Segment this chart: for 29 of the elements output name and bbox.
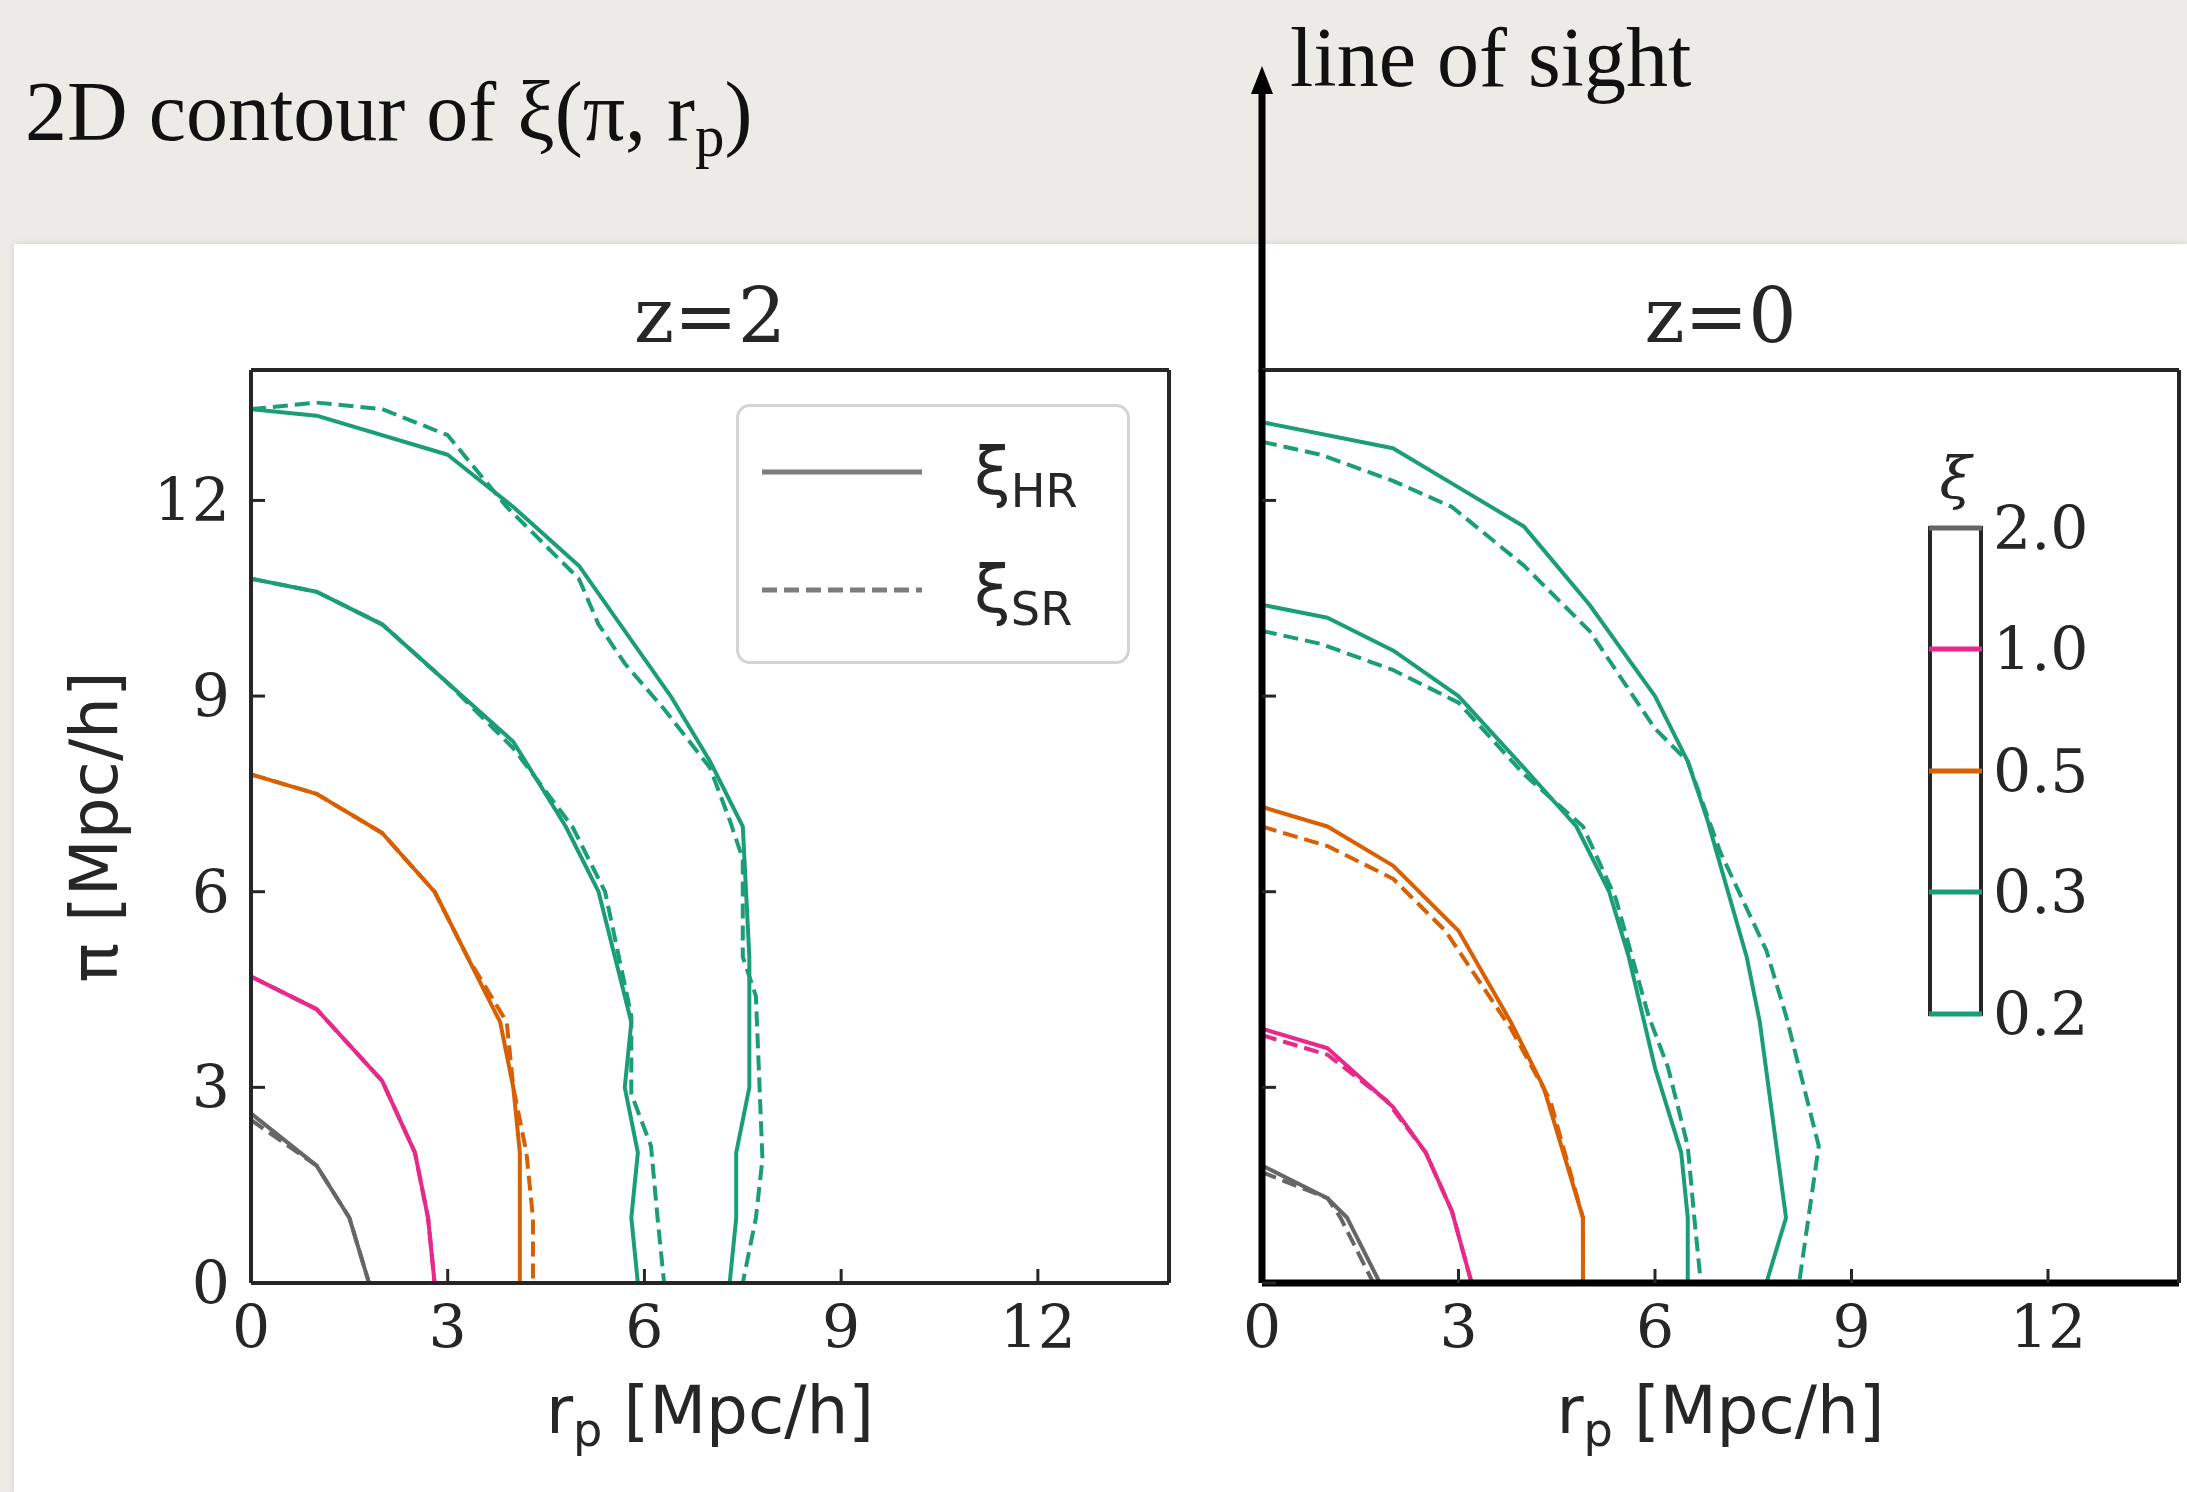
x-tick-label: 9 <box>1832 1291 1871 1362</box>
legend-label: 1.0 <box>1993 614 2089 684</box>
x-axis-title: r$_{p}$ [Mpc/h] <box>1556 1372 1885 1457</box>
y-axis-title: π [Mpc/h] <box>56 670 133 983</box>
legend-label: 0.3 <box>1993 857 2089 927</box>
text: line of sight <box>1290 11 1692 104</box>
x-tick-label: 9 <box>822 1291 861 1362</box>
text: 2D contour of ξ(π, r$_{p}$) <box>25 65 753 170</box>
legend-label: 0.5 <box>1993 735 2089 806</box>
legend-label: 2.0 <box>1993 492 2089 563</box>
legend-label: ξ$_{HR}$ <box>974 433 1078 518</box>
legend-label: ξ$_{SR}$ <box>974 551 1073 636</box>
y-tick-label: 12 <box>153 465 230 536</box>
x-tick-label: 12 <box>999 1291 1077 1362</box>
y-tick-label: 9 <box>191 661 230 732</box>
x-tick-label: 6 <box>625 1291 664 1362</box>
y-tick-label: 0 <box>191 1248 230 1318</box>
chart-title: z=0 <box>1644 271 1797 360</box>
chart-title: z=2 <box>633 271 787 360</box>
legend-label: 0.2 <box>1993 978 2089 1049</box>
y-tick-label: 6 <box>191 856 230 927</box>
x-tick-label: 12 <box>2009 1291 2087 1362</box>
x-tick-label: 3 <box>1439 1291 1478 1362</box>
x-tick-label: 6 <box>1635 1291 1675 1362</box>
x-tick-label: 0 <box>1242 1291 1282 1362</box>
y-tick-label: 3 <box>191 1052 230 1123</box>
x-tick-label: 3 <box>428 1291 467 1362</box>
legend-title: ξ <box>1939 443 1972 512</box>
x-axis-title: r$_{p}$ [Mpc/h] <box>545 1372 875 1457</box>
